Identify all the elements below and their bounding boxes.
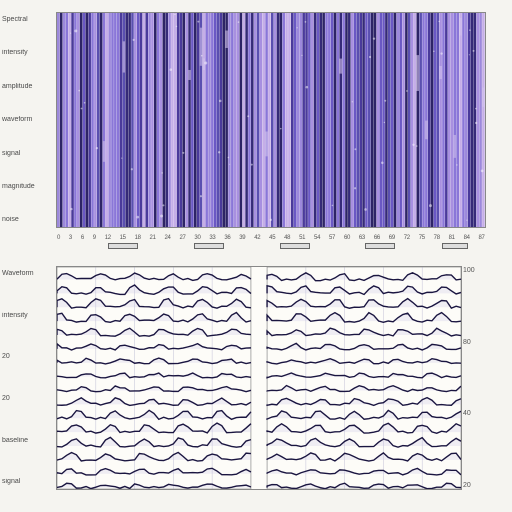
x-axis-tick: 75 [419, 235, 425, 241]
y-axis-label: signal [2, 478, 52, 486]
x-axis-tick: 84 [464, 235, 470, 241]
x-axis-tick: 9 [93, 235, 96, 241]
y-axis-label: waveform [2, 116, 52, 124]
spectral-stripe-panel: 0369121518212427303336394245485154576063… [56, 12, 486, 228]
x-axis-tick: 21 [150, 235, 156, 241]
x-axis-tick: 33 [209, 235, 215, 241]
x-axis-tick: 42 [254, 235, 260, 241]
right-axis-label: 20 [463, 482, 485, 489]
y-axis-label: baseline [2, 437, 52, 445]
x-axis-tick: 12 [105, 235, 111, 241]
y-axis-label: intensity [2, 312, 52, 320]
x-axis-tick: 15 [120, 235, 126, 241]
x-axis-tick: 24 [165, 235, 171, 241]
top-x-axis-labels: 0369121518212427303336394245485154576063… [57, 235, 485, 241]
x-axis-tick-block [108, 243, 138, 249]
x-axis-tick: 60 [344, 235, 350, 241]
y-axis-label: intensity [2, 49, 52, 57]
x-axis-tick: 78 [434, 235, 440, 241]
wave-ridgeline-chart [57, 267, 461, 489]
y-axis-label: Spectral [2, 16, 52, 24]
wave-ridgeline-panel: 100804020 [56, 266, 462, 490]
y-axis-label: Waveform [2, 270, 52, 278]
spectral-stripe-chart [57, 13, 485, 227]
y-axis-label: 20 [2, 353, 52, 361]
y-axis-label: amplitude [2, 83, 52, 91]
x-axis-tick: 39 [239, 235, 245, 241]
x-axis-tick: 72 [404, 235, 410, 241]
x-axis-tick: 48 [284, 235, 290, 241]
x-axis-tick: 81 [449, 235, 455, 241]
top-y-axis-labels: Spectral intensity amplitude waveform signal… [0, 12, 54, 228]
x-axis-tick: 0 [57, 235, 60, 241]
y-axis-label: 20 [2, 395, 52, 403]
x-axis-tick: 45 [269, 235, 275, 241]
x-axis-tick: 87 [479, 235, 485, 241]
x-axis-tick-block [442, 243, 468, 249]
x-axis-tick: 66 [374, 235, 380, 241]
x-axis-tick: 6 [81, 235, 84, 241]
x-axis-tick: 69 [389, 235, 395, 241]
y-axis-label: signal [2, 150, 52, 158]
x-axis-tick: 63 [359, 235, 365, 241]
x-axis-tick-block [365, 243, 395, 249]
x-axis-tick: 36 [224, 235, 230, 241]
x-axis-tick: 27 [179, 235, 185, 241]
bottom-y-axis-labels: Waveform intensity 20 20 baseline signal [0, 266, 54, 490]
right-axis-label: 40 [463, 410, 485, 417]
right-axis-label: 80 [463, 339, 485, 346]
x-axis-tick-block [194, 243, 224, 249]
bottom-right-axis-labels: 100 80 40 20 [463, 267, 485, 489]
x-axis-tick-block [280, 243, 310, 249]
y-axis-label: noise [2, 216, 52, 224]
x-axis-tick: 3 [69, 235, 72, 241]
x-axis-tick: 18 [135, 235, 141, 241]
x-axis-tick: 54 [314, 235, 320, 241]
x-axis-tick: 30 [194, 235, 200, 241]
y-axis-label: magnitude [2, 183, 52, 191]
right-axis-label: 100 [463, 267, 485, 274]
x-axis-tick: 57 [329, 235, 335, 241]
x-axis-tick: 51 [299, 235, 305, 241]
